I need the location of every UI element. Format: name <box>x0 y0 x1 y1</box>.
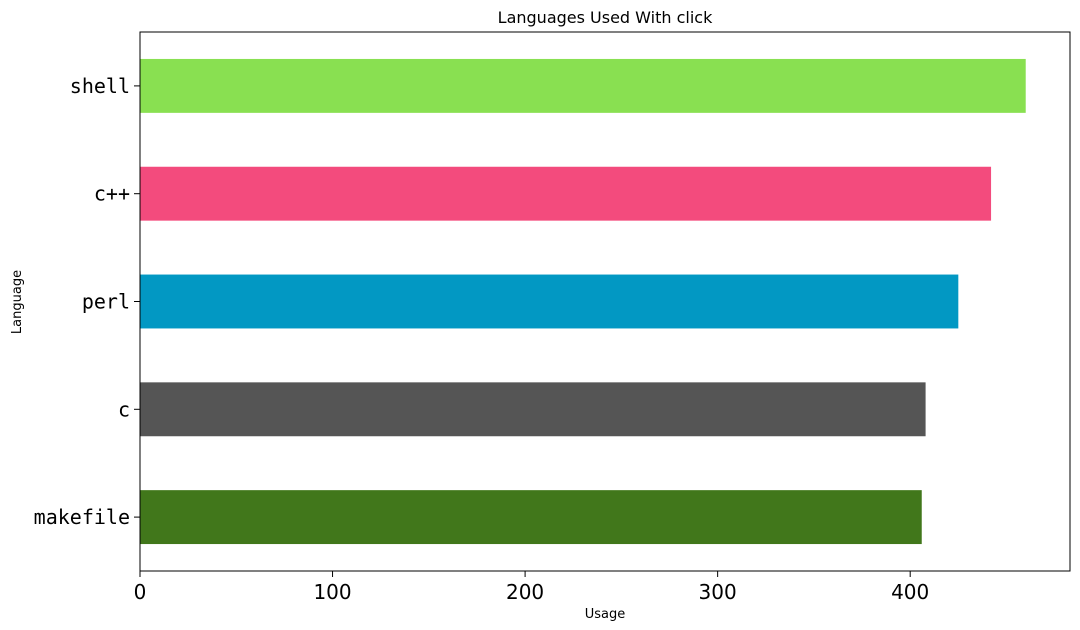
bar-perl <box>140 274 959 329</box>
y-axis-ticks: makefile c perl c++ shell <box>34 74 140 529</box>
y-axis-label: Language <box>10 270 25 334</box>
bars-group <box>140 58 1026 545</box>
y-tick-label: c++ <box>94 182 130 206</box>
y-tick-label: c <box>118 397 130 421</box>
x-tick-label: 200 <box>506 580 544 604</box>
x-axis-ticks: 0 100 200 300 400 <box>134 571 929 604</box>
x-tick-label: 0 <box>134 580 147 604</box>
bar-makefile <box>140 490 922 545</box>
bar-c <box>140 382 926 437</box>
x-axis-label: Usage <box>585 607 626 622</box>
x-tick-label: 400 <box>891 580 929 604</box>
x-tick-label: 300 <box>699 580 737 604</box>
chart-title: Languages Used With click <box>498 8 713 27</box>
y-tick-label: shell <box>70 74 130 98</box>
bar-cplusplus <box>140 166 992 221</box>
bar-shell <box>140 58 1026 113</box>
y-tick-label: makefile <box>34 505 130 529</box>
x-tick-label: 100 <box>313 580 351 604</box>
y-tick-label: perl <box>82 290 130 314</box>
